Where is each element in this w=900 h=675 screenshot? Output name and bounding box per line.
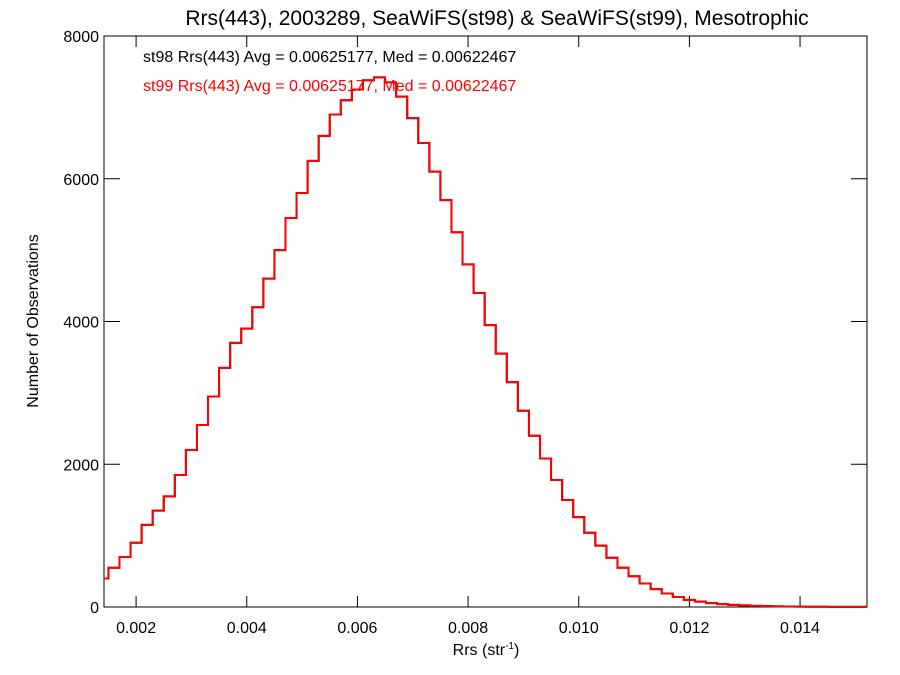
annotation-st98: st98 Rrs(443) Avg = 0.00625177, Med = 0.… xyxy=(143,49,516,66)
y-tick-label: 0 xyxy=(90,600,99,617)
y-tick-label: 6000 xyxy=(63,172,99,189)
x-axis-label-close: ) xyxy=(514,642,519,659)
series-line-st98 xyxy=(104,76,867,608)
x-tick-label: 0.012 xyxy=(669,620,709,637)
x-tick-label: 0.004 xyxy=(227,620,267,637)
y-tick-label: 2000 xyxy=(63,457,99,474)
annotation-st99: st99 Rrs(443) Avg = 0.00625177, Med = 0.… xyxy=(143,78,516,95)
x-axis: 0.002 0.004 0.006 0.008 0.010 0.012 0.014 xyxy=(116,36,820,637)
x-axis-label: Rrs (str-1) xyxy=(453,641,520,659)
x-axis-label-main: Rrs (str xyxy=(453,642,506,659)
y-axis: 0 2000 4000 6000 8000 xyxy=(63,29,867,617)
x-tick-label: 0.002 xyxy=(116,620,156,637)
x-tick-label: 0.008 xyxy=(448,620,488,637)
y-tick-label: 4000 xyxy=(63,315,99,332)
y-axis-label: Number of Observations xyxy=(25,234,42,407)
x-tick-label: 0.010 xyxy=(559,620,599,637)
x-tick-label: 0.006 xyxy=(337,620,377,637)
series-layer xyxy=(104,76,867,608)
chart-title: Rrs(443), 2003289, SeaWiFS(st98) & SeaWi… xyxy=(185,7,808,30)
x-tick-label: 0.014 xyxy=(780,620,820,637)
y-tick-label: 8000 xyxy=(63,29,99,46)
x-axis-label-superscript: -1 xyxy=(505,641,514,652)
series-line-st99 xyxy=(104,76,867,608)
